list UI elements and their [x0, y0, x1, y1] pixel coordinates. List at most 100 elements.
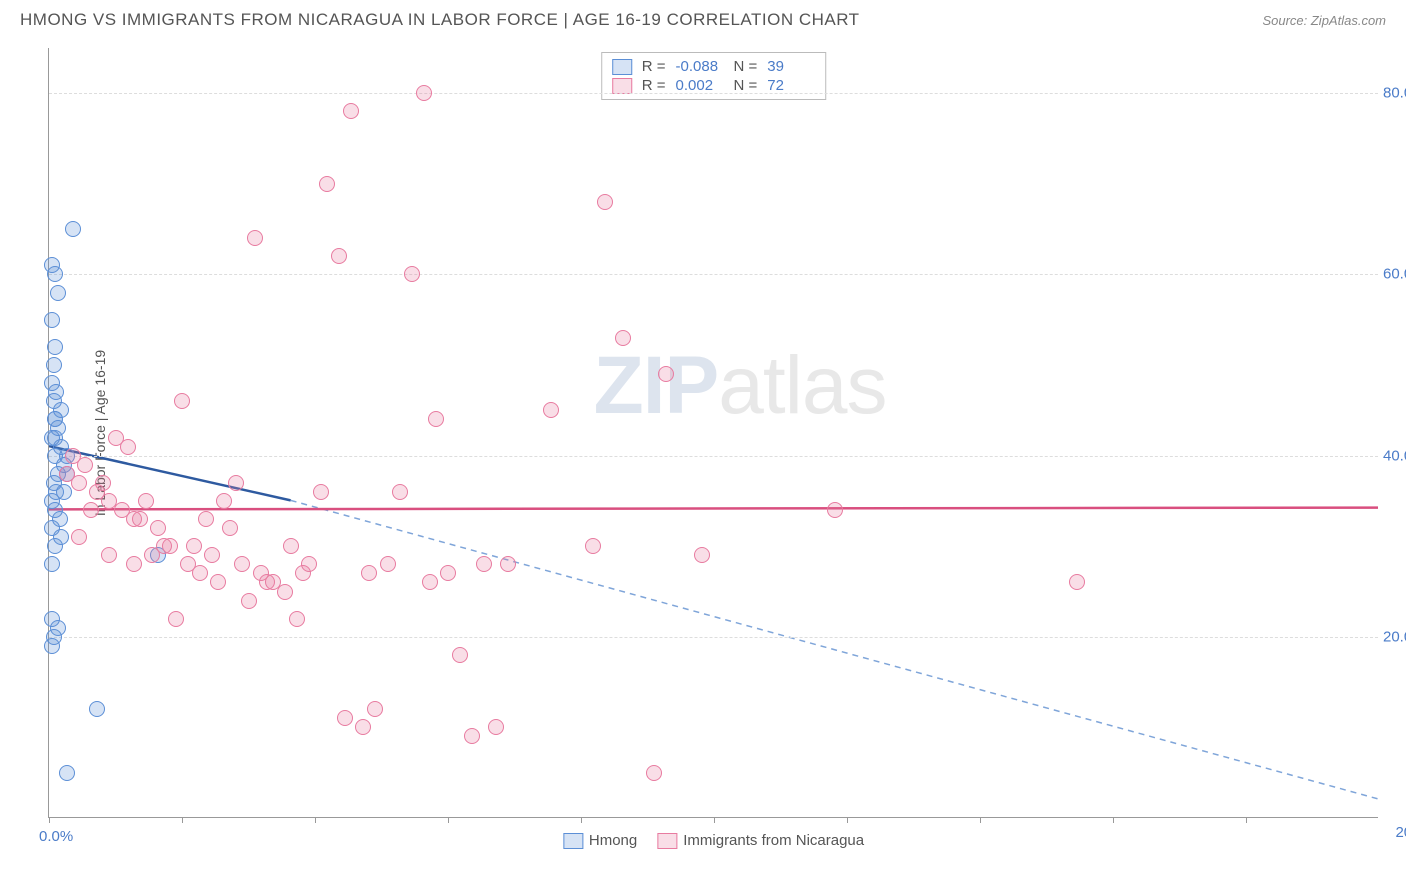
scatter-point	[89, 701, 105, 717]
legend-swatch	[563, 833, 583, 849]
scatter-point	[452, 647, 468, 663]
scatter-point	[71, 529, 87, 545]
legend-label: Hmong	[589, 832, 637, 849]
correlation-scatter-chart: ZIPatlas In Labor Force | Age 16-19 R =-…	[48, 48, 1378, 818]
scatter-point	[95, 475, 111, 491]
scatter-point	[331, 248, 347, 264]
scatter-point	[144, 547, 160, 563]
scatter-point	[47, 538, 63, 554]
watermark: ZIPatlas	[594, 339, 887, 433]
grid-line	[49, 274, 1378, 275]
trend-line-solid	[49, 446, 291, 500]
scatter-point	[50, 285, 66, 301]
x-tick	[847, 817, 848, 823]
scatter-point	[56, 484, 72, 500]
scatter-point	[120, 439, 136, 455]
scatter-point	[168, 611, 184, 627]
x-tick	[448, 817, 449, 823]
scatter-point	[404, 266, 420, 282]
scatter-point	[646, 765, 662, 781]
grid-line	[49, 93, 1378, 94]
scatter-point	[367, 701, 383, 717]
scatter-point	[83, 502, 99, 518]
scatter-point	[47, 411, 63, 427]
scatter-point	[71, 475, 87, 491]
scatter-point	[337, 710, 353, 726]
scatter-point	[65, 221, 81, 237]
x-tick-label: 0.0%	[39, 828, 73, 845]
stats-legend-row: R =0.002N =72	[612, 76, 816, 95]
scatter-point	[47, 266, 63, 282]
stat-r-label: R =	[642, 58, 666, 75]
y-tick-label: 60.0%	[1383, 266, 1406, 283]
scatter-point	[422, 574, 438, 590]
scatter-point	[283, 538, 299, 554]
scatter-point	[380, 556, 396, 572]
legend-item: Hmong	[563, 832, 637, 849]
scatter-point	[464, 728, 480, 744]
scatter-point	[355, 719, 371, 735]
scatter-point	[77, 457, 93, 473]
scatter-point	[289, 611, 305, 627]
scatter-point	[46, 357, 62, 373]
stat-r-label: R =	[642, 77, 666, 94]
scatter-point	[585, 538, 601, 554]
scatter-point	[216, 493, 232, 509]
legend-swatch	[657, 833, 677, 849]
scatter-point	[210, 574, 226, 590]
scatter-point	[44, 312, 60, 328]
scatter-point	[597, 194, 613, 210]
scatter-point	[694, 547, 710, 563]
scatter-point	[658, 366, 674, 382]
scatter-point	[126, 556, 142, 572]
scatter-point	[59, 765, 75, 781]
scatter-point	[392, 484, 408, 500]
scatter-point	[488, 719, 504, 735]
source-attribution: Source: ZipAtlas.com	[1262, 13, 1386, 28]
trend-lines-layer	[49, 48, 1378, 817]
scatter-point	[44, 638, 60, 654]
y-tick-label: 40.0%	[1383, 447, 1406, 464]
stat-n-label: N =	[734, 58, 758, 75]
scatter-point	[47, 430, 63, 446]
stat-n-value: 39	[767, 58, 815, 75]
scatter-point	[192, 565, 208, 581]
x-tick	[182, 817, 183, 823]
scatter-point	[150, 520, 166, 536]
x-tick	[1113, 817, 1114, 823]
scatter-point	[204, 547, 220, 563]
scatter-point	[343, 103, 359, 119]
legend-swatch	[612, 59, 632, 75]
series-legend: Hmong Immigrants from Nicaragua	[563, 832, 864, 849]
grid-line	[49, 637, 1378, 638]
scatter-point	[228, 475, 244, 491]
stats-legend-row: R = -0.088 N = 39	[612, 57, 816, 76]
watermark-bold: ZIP	[594, 340, 719, 431]
x-tick	[1246, 817, 1247, 823]
scatter-point	[234, 556, 250, 572]
scatter-point	[543, 402, 559, 418]
scatter-point	[247, 230, 263, 246]
scatter-point	[416, 85, 432, 101]
legend-label: Immigrants from Nicaragua	[683, 832, 864, 849]
scatter-point	[138, 493, 154, 509]
scatter-point	[126, 511, 142, 527]
x-tick	[49, 817, 50, 823]
chart-title: HMONG VS IMMIGRANTS FROM NICARAGUA IN LA…	[20, 10, 860, 30]
scatter-point	[222, 520, 238, 536]
stat-r-value: -0.088	[676, 58, 724, 75]
legend-item: Immigrants from Nicaragua	[657, 832, 864, 849]
scatter-point	[295, 565, 311, 581]
y-tick-label: 80.0%	[1383, 85, 1406, 102]
trend-line-solid	[49, 508, 1378, 510]
x-tick-label: 20.0%	[1395, 824, 1406, 845]
stat-r-value: 0.002	[676, 77, 724, 94]
y-tick-label: 20.0%	[1383, 628, 1406, 645]
scatter-point	[186, 538, 202, 554]
scatter-point	[1069, 574, 1085, 590]
scatter-point	[476, 556, 492, 572]
scatter-point	[174, 393, 190, 409]
scatter-point	[428, 411, 444, 427]
header-bar: HMONG VS IMMIGRANTS FROM NICARAGUA IN LA…	[0, 0, 1406, 38]
x-tick	[714, 817, 715, 823]
